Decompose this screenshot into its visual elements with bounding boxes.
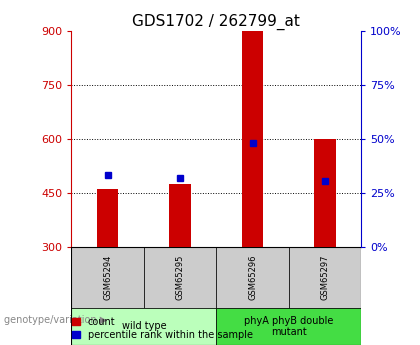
Legend: count, percentile rank within the sample: count, percentile rank within the sample: [72, 317, 252, 340]
Text: phyA phyB double
mutant: phyA phyB double mutant: [244, 316, 333, 337]
Bar: [169, 184, 191, 247]
Bar: [71, 247, 144, 308]
Text: wild type: wild type: [121, 321, 166, 331]
Bar: [71, 308, 216, 345]
Bar: [241, 31, 263, 247]
Text: GSM65296: GSM65296: [248, 255, 257, 300]
Bar: [97, 189, 118, 247]
Bar: [144, 247, 216, 308]
Bar: [289, 247, 361, 308]
Bar: [216, 247, 289, 308]
Bar: [216, 308, 361, 345]
Text: GSM65294: GSM65294: [103, 255, 112, 300]
Text: genotype/variation ▶: genotype/variation ▶: [4, 315, 108, 325]
Text: GSM65295: GSM65295: [176, 255, 184, 300]
Bar: [314, 139, 336, 247]
Title: GDS1702 / 262799_at: GDS1702 / 262799_at: [132, 13, 300, 30]
Text: GSM65297: GSM65297: [320, 255, 329, 300]
